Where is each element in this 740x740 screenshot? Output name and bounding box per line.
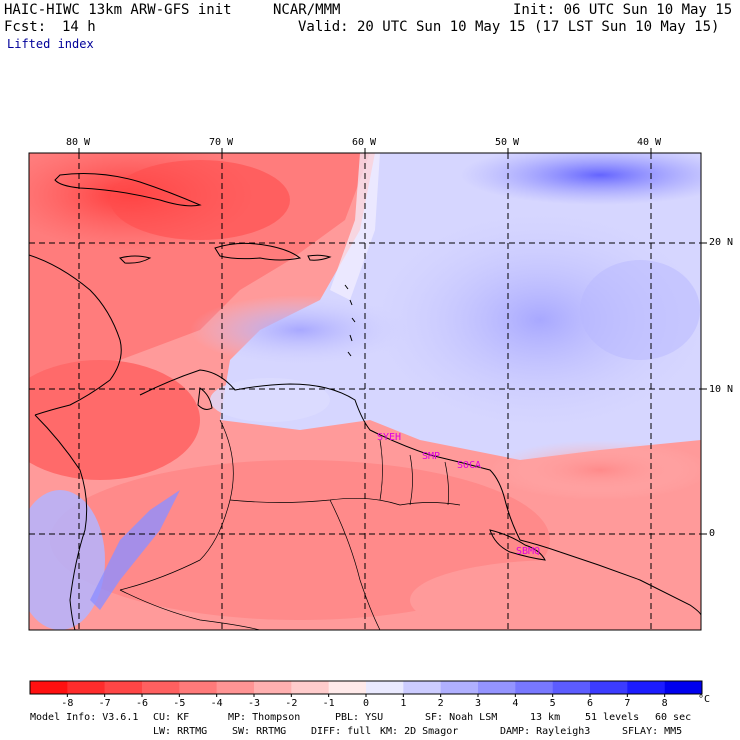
lat-label-10n: 10 N [709, 384, 734, 395]
footer-sflay: SFLAY: MM5 [622, 726, 683, 737]
footer-lw: LW: RRTMG [153, 726, 208, 737]
station-label-syeh: SYEH [377, 432, 402, 443]
colorbar [29, 680, 703, 697]
lat-label-0: 0 [709, 528, 716, 539]
field-shading [29, 153, 701, 630]
footer-pbl: PBL: YSU [335, 712, 384, 723]
colorbar-swatch [328, 681, 367, 694]
lon-label-40w: 40 W [637, 137, 662, 148]
colorbar-label: 7 [624, 698, 631, 709]
colorbar-swatch [30, 681, 68, 694]
colorbar-swatch [664, 681, 703, 694]
forecast-hour: 14 h [62, 19, 96, 35]
colorbar-label: -8 [61, 698, 74, 709]
colorbar-swatch [216, 681, 255, 694]
colorbar-swatch [552, 681, 591, 694]
model-title: HAIC-HIWC 13km ARW-GFS init [4, 2, 232, 18]
coastlines [29, 173, 701, 630]
footer-cu: CU: KF [153, 712, 190, 723]
footer-timestep: 60 sec [655, 712, 692, 723]
footer-damp: DAMP: Rayleigh3 [500, 726, 591, 737]
colorbar-label: 6 [586, 698, 594, 709]
colorbar-swatch [440, 681, 479, 694]
lon-ticks [78, 148, 652, 153]
colorbar-label: -1 [322, 698, 335, 709]
station-label-sbmq: SBMQ [516, 546, 541, 557]
lat-ticks [701, 242, 707, 535]
colorbar-swatch [478, 681, 516, 694]
lon-label-50w: 50 W [495, 137, 520, 148]
footer-sf: SF: Noah LSM [425, 712, 498, 723]
lon-label-70w: 70 W [209, 137, 234, 148]
colorbar-label: 3 [474, 698, 482, 709]
colorbar-swatch [179, 681, 217, 694]
colorbar-label: -7 [98, 698, 111, 709]
footer-diff: DIFF: full [311, 726, 372, 737]
lon-label-80w: 80 W [66, 137, 91, 148]
colorbar-label: -4 [210, 698, 223, 709]
colorbar-swatch [590, 681, 628, 694]
colorbar-swatch [67, 681, 105, 694]
colorbar-label: -5 [173, 698, 186, 709]
colorbar-swatch [254, 681, 292, 694]
footer-km: KM: 2D Smagor [380, 726, 459, 737]
org-label: NCAR/MMM [273, 2, 341, 18]
colorbar-swatch [142, 681, 180, 694]
colorbar-swatch [403, 681, 441, 694]
footer-mp: MP: Thompson [228, 712, 301, 723]
station-label-smp: SMP [422, 451, 441, 462]
lon-label-60w: 60 W [352, 137, 377, 148]
lat-lon-grid [29, 153, 701, 630]
footer-levels: 51 levels [585, 712, 640, 723]
field-name: Lifted index [7, 37, 94, 51]
footer-resolution: 13 km [530, 712, 561, 723]
country-borders [119, 419, 461, 630]
colorbar-label: 2 [437, 698, 444, 709]
colorbar-label: -2 [285, 698, 298, 709]
colorbar-label: 5 [549, 698, 556, 709]
colorbar-swatch [104, 681, 143, 694]
init-time: Init: 06 UTC Sun 10 May 15 [513, 2, 733, 18]
colorbar-label: 4 [512, 698, 519, 709]
footer-model-info: Model Info: V3.6.1 [30, 712, 139, 723]
station-label-soca: SOCA [457, 460, 482, 471]
colorbar-label: 8 [661, 698, 668, 709]
colorbar-unit: °C [697, 694, 711, 705]
colorbar-swatch [627, 681, 665, 694]
colorbar-label: -3 [247, 698, 261, 709]
colorbar-label: 1 [400, 698, 407, 709]
colorbar-swatch [366, 681, 404, 694]
valid-time: Valid: 20 UTC Sun 10 May 15 (17 LST Sun … [298, 19, 720, 35]
colorbar-label: -6 [135, 698, 149, 709]
forecast-label: Fcst: [4, 19, 47, 35]
colorbar-swatch [291, 681, 329, 694]
colorbar-label: 0 [362, 698, 370, 709]
footer-sw: SW: RRTMG [232, 726, 287, 737]
lat-label-20n: 20 N [709, 237, 734, 248]
colorbar-swatch [515, 681, 553, 694]
